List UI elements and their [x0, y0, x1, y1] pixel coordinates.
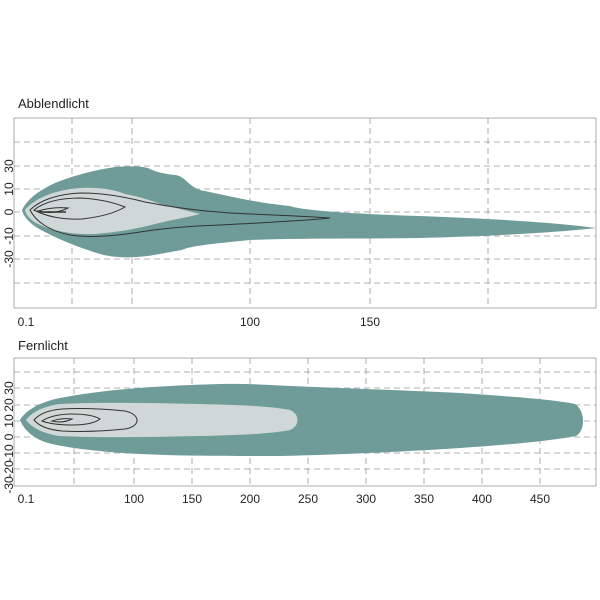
y-tick-label: 20 [2, 398, 16, 412]
chart-title-fernlicht: Fernlicht [18, 338, 68, 353]
isoline-inner-2 [50, 418, 74, 423]
x-tick-label: 150 [360, 315, 380, 329]
y-tick-label: 10 [2, 414, 16, 428]
x-tick-label: 0.1 [18, 315, 35, 329]
x-ticks-1: 0.1 100 150 [18, 315, 381, 329]
inner-light-area-1 [25, 187, 200, 235]
x-tick-label: 250 [298, 492, 318, 506]
y-tick-label: -20 [2, 460, 16, 478]
isoline-middle-1 [33, 197, 127, 220]
chart-fernlicht: 0.1 100 150 200 250 300 350 400 450 3020100-10-2… [2, 357, 597, 506]
y-tick-label: -30 [2, 250, 16, 268]
x-tick-label: 400 [472, 492, 492, 506]
inner-light-area-2 [26, 402, 298, 438]
chart-title-abblendlicht: Abblendlicht [18, 96, 89, 111]
isoline-middle-2 [40, 413, 101, 426]
x-tick-label: 350 [414, 492, 434, 506]
x-tick-label: 200 [240, 492, 260, 506]
isoline-outer-2 [33, 408, 138, 432]
y-tick-label: 0 [2, 208, 16, 215]
x-ticks-2: 0.1 100 150 200 250 300 350 400 450 [18, 492, 551, 506]
y-tick-label: 0 [2, 433, 16, 440]
x-tick-label: 100 [124, 492, 144, 506]
y-ticks-1: 30 10 0 -10 -30 [2, 159, 16, 268]
outer-light-area-1 [22, 166, 596, 258]
y-tick-label: -10 [2, 444, 16, 462]
isoline-outer-1 [29, 192, 331, 237]
y-tick-label: 10 [2, 182, 16, 196]
y-tick-label: 30 [2, 159, 16, 173]
x-tick-label: 150 [182, 492, 202, 506]
outer-light-area-2 [20, 383, 584, 456]
x-tick-label: 300 [356, 492, 376, 506]
y-tick-label: 30 [2, 381, 16, 395]
x-tick-label: 100 [240, 315, 260, 329]
x-tick-label: 450 [530, 492, 550, 506]
y-tick-label: -10 [2, 227, 16, 245]
y-tick-label: -30 [2, 476, 16, 494]
x-tick-label: 0.1 [18, 492, 35, 506]
y-ticks-2: 30 20 10 0 -10-20-30 [2, 381, 16, 494]
